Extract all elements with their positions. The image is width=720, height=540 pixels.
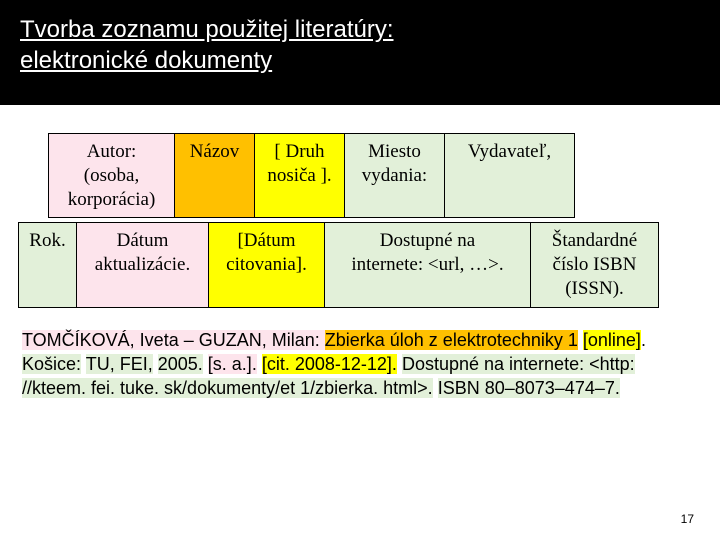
row1-cell-3: Miestovydania: <box>345 134 445 218</box>
row2-cell-3: Dostupné nainternete: <url, …>. <box>325 223 531 307</box>
row1-cell-0: Autor:(osoba,korporácia) <box>49 134 175 218</box>
citation-part-4: . <box>641 330 646 350</box>
tables-area: Autor:(osoba,korporácia)Názov[ Druhnosič… <box>0 105 720 308</box>
title-line1: Tvorba zoznamu použitej literatúry: <box>20 16 394 43</box>
citation-part-5: Košice: <box>22 354 81 374</box>
citation-part-1: Zbierka úloh z elektrotechniky 1 <box>325 330 578 350</box>
row2-cell-4: Štandardnéčíslo ISBN(ISSN). <box>531 223 659 307</box>
page-number: 17 <box>681 512 694 526</box>
row1-cell-4: Vydavateľ, <box>445 134 575 218</box>
citation-part-13: [cit. 2008-12-12]. <box>262 354 397 374</box>
row1-cell-2: [ Druhnosiča ]. <box>255 134 345 218</box>
title-bar: Tvorba zoznamu použitej literatúry: elek… <box>0 0 720 105</box>
row2-cell-1: Dátumaktualizácie. <box>77 223 209 307</box>
row1-cell-1: Názov <box>175 134 255 218</box>
citation-part-7: TU, FEI, <box>86 354 153 374</box>
citation-part-0: TOMČÍKOVÁ, Iveta – GUZAN, Milan: <box>22 330 325 350</box>
citation-part-9: 2005. <box>158 354 203 374</box>
citation-example: TOMČÍKOVÁ, Iveta – GUZAN, Milan: Zbierka… <box>0 312 720 401</box>
fields-row-2: Rok.Dátumaktualizácie.[Dátumcitovania].D… <box>18 222 659 307</box>
citation-part-16 <box>433 378 438 398</box>
citation-part-8 <box>153 354 158 374</box>
row2-cell-2: [Dátumcitovania]. <box>209 223 325 307</box>
slide-title: Tvorba zoznamu použitej literatúry: elek… <box>20 14 700 76</box>
title-line2: elektronické dokumenty <box>20 47 272 74</box>
fields-row-1: Autor:(osoba,korporácia)Názov[ Druhnosič… <box>48 133 575 218</box>
citation-part-17: ISBN 80–8073–474–7. <box>438 378 620 398</box>
row2-cell-0: Rok. <box>19 223 77 307</box>
citation-part-11: [s. a.]. <box>208 354 257 374</box>
citation-part-3: [online] <box>583 330 641 350</box>
